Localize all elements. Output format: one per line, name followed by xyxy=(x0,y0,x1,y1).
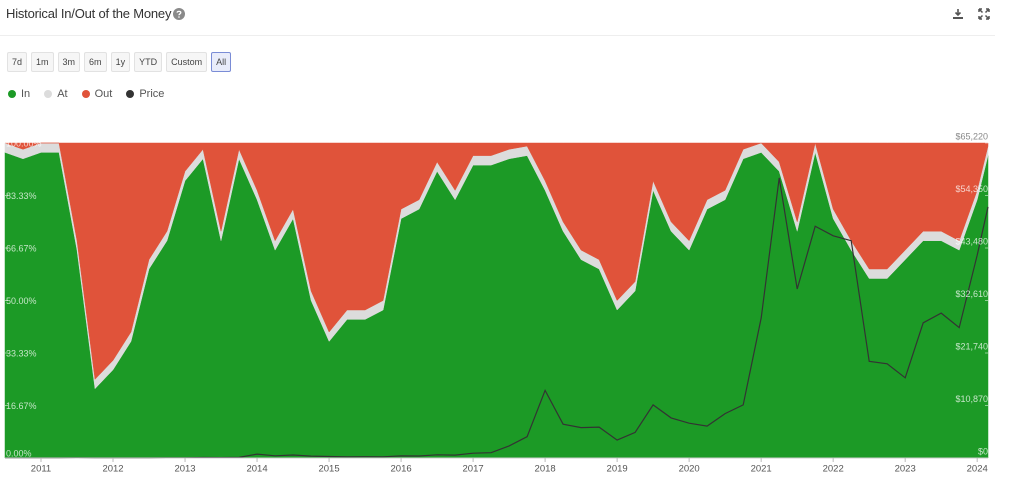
legend-marker xyxy=(44,90,53,98)
x-tick-label: 2020 xyxy=(679,464,700,475)
range-button[interactable]: 1y xyxy=(110,52,131,72)
x-tick-label: 2012 xyxy=(102,464,123,475)
legend: In At Out Price xyxy=(8,88,164,100)
y2-tick-label: $54,350 xyxy=(955,184,988,194)
range-button[interactable]: 7d xyxy=(7,52,28,72)
x-tick-label: 2011 xyxy=(31,464,51,475)
x-tick-label: 2018 xyxy=(535,464,556,475)
legend-label: At xyxy=(57,88,68,100)
legend-item[interactable]: Out xyxy=(81,88,113,100)
x-tick-label: 2023 xyxy=(895,464,916,475)
range-selector: 7d 1m 3m 6m 1y YTD Custom All xyxy=(7,52,232,72)
y-tick-label: 50.00% xyxy=(6,296,37,306)
legend-item[interactable]: At xyxy=(44,88,68,100)
x-tick-label: 2014 xyxy=(246,464,267,475)
y2-tick-label: $43,480 xyxy=(955,236,988,246)
y2-tick-label: $0 xyxy=(978,446,988,456)
legend-marker xyxy=(126,90,135,98)
area-out xyxy=(4,142,989,380)
legend-label: Price xyxy=(139,88,165,100)
range-button[interactable]: 1m xyxy=(31,52,54,72)
range-button[interactable]: 3m xyxy=(57,52,81,72)
help-icon[interactable] xyxy=(173,8,185,20)
y-tick-label: 100.00% xyxy=(6,138,42,148)
y-tick-label: 66.67% xyxy=(6,243,37,253)
range-button[interactable]: YTD xyxy=(134,52,163,72)
x-tick-label: 2021 xyxy=(751,464,772,475)
toolbar xyxy=(952,8,990,20)
range-button[interactable]: 6m xyxy=(84,52,107,72)
range-button[interactable]: Custom xyxy=(166,52,208,72)
x-tick-label: 2022 xyxy=(823,464,844,475)
x-tick-label: 2013 xyxy=(174,464,195,475)
title: Historical In/Out of the Money xyxy=(6,6,172,21)
y2-tick-label: $10,870 xyxy=(955,394,988,404)
y-tick-label: 33.33% xyxy=(6,348,37,358)
download-icon[interactable] xyxy=(952,8,964,20)
legend-marker xyxy=(81,90,90,98)
x-tick-label: 2019 xyxy=(607,464,628,475)
legend-marker xyxy=(8,90,16,98)
range-button[interactable]: All xyxy=(211,52,232,72)
legend-item[interactable]: Price xyxy=(126,88,164,100)
legend-label: Out xyxy=(94,88,113,100)
x-tick-label: 2015 xyxy=(318,464,339,475)
legend-label: In xyxy=(21,88,31,100)
x-tick-label: 2016 xyxy=(391,464,412,475)
x-tick-label: 2017 xyxy=(463,464,484,475)
separator xyxy=(0,35,995,36)
y2-tick-label: $65,220 xyxy=(955,131,988,141)
fullscreen-icon[interactable] xyxy=(978,8,990,20)
y-tick-label: 0.00% xyxy=(6,448,32,458)
legend-item[interactable]: In xyxy=(8,88,30,100)
y-tick-label: 16.67% xyxy=(6,401,37,411)
y-tick-label: 83.33% xyxy=(6,191,37,201)
y2-tick-label: $21,740 xyxy=(955,341,988,351)
x-tick-label: 2024 xyxy=(967,464,988,475)
y2-tick-label: $32,610 xyxy=(955,289,988,299)
